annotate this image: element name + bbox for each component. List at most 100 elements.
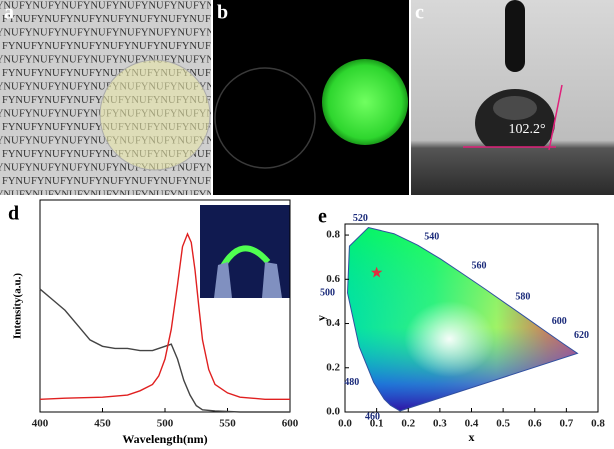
pattern-word: FYNU [31, 149, 60, 160]
pattern-word: FYNU [118, 41, 147, 52]
wavelength-label: 540 [424, 232, 439, 243]
pattern-word: FYNU [135, 27, 164, 38]
pattern-word: FYNU [60, 176, 89, 187]
pattern-word: FYNU [89, 41, 118, 52]
pattern-word: FYNU [89, 68, 118, 79]
pattern-word: FYNU [60, 149, 89, 160]
pattern-word: FYNU [0, 81, 19, 92]
finger [262, 262, 282, 298]
pattern-word: FYNU [135, 0, 164, 11]
pattern-word: FYNU [193, 162, 222, 173]
pattern-word: FYNU [48, 162, 77, 173]
pattern-word: FYNU [31, 68, 60, 79]
pattern-word: FYNU [19, 0, 48, 11]
pattern-word: FYNU [147, 176, 176, 187]
pattern-word: FYNU [89, 176, 118, 187]
y-tick-label: 0.2 [326, 361, 340, 373]
pattern-word: FYNU [205, 68, 234, 79]
color-point [370, 266, 383, 278]
white-point [404, 301, 495, 378]
pattern-word: FYNU [60, 14, 89, 25]
x-tick-label: 0.7 [560, 418, 574, 430]
pattern-word: FYNU [135, 189, 164, 200]
x-tick-label: 0.5 [496, 418, 510, 430]
pattern-word: FYNU [48, 81, 77, 92]
pattern-word: FYNU [193, 27, 222, 38]
x-tick-label: 0.6 [528, 418, 542, 430]
pattern-word: FYNU [205, 149, 234, 160]
pattern-word: FYNU [48, 108, 77, 119]
x-tick-label: 0.0 [338, 418, 352, 430]
x-tick-label: 550 [219, 418, 236, 430]
wavelength-label: 500 [320, 287, 335, 298]
finger [214, 262, 232, 298]
pattern-word: FYNU [0, 0, 19, 11]
y-tick-label: 0.6 [326, 273, 340, 285]
pattern-word: FYNU [48, 189, 77, 200]
pattern-word: FYNU [2, 68, 31, 79]
pattern-word: FYNU [77, 27, 106, 38]
angle-label: 102.2° [508, 122, 545, 137]
y-axis-label: y [314, 315, 328, 321]
pattern-word: FYNU [31, 41, 60, 52]
droplet-highlight [493, 96, 537, 120]
pattern-word: FYNU [48, 27, 77, 38]
pattern-word: FYNU [31, 176, 60, 187]
wavelength-label: 560 [471, 260, 486, 271]
pattern-word: FYNU [164, 27, 193, 38]
pattern-word: FYNU [48, 135, 77, 146]
x-tick-label: 0.1 [370, 418, 384, 430]
charts: 400 450 500 550 600 Wavelength(nm) Intensity(a… [8, 199, 605, 446]
x-tick-label: 0.3 [433, 418, 447, 430]
pattern-word: FYNU [106, 162, 135, 173]
x-tick-label: 600 [282, 418, 299, 430]
pattern-word: FYNU [89, 149, 118, 160]
pattern-word: FYNU [164, 189, 193, 200]
pattern-word: FYNU [77, 54, 106, 65]
pattern-word: FYNU [48, 54, 77, 65]
film-glow [322, 59, 408, 145]
pattern-word: FYNU [77, 108, 106, 119]
pattern-word: FYNU [19, 108, 48, 119]
pattern-word: FYNU [2, 95, 31, 106]
wavelength-label: 520 [353, 213, 368, 224]
pattern-word: FYNU [147, 41, 176, 52]
pattern-word: FYNU [0, 189, 19, 200]
pattern-word: FYNU [77, 81, 106, 92]
series-line [39, 232, 290, 400]
tangent [548, 84, 563, 151]
pattern-word: FYNU [164, 162, 193, 173]
pattern-word: FYNU [48, 0, 77, 11]
x-tick-label: 0.8 [591, 418, 605, 430]
pattern-word: FYNU [176, 41, 205, 52]
y-tick-label: 0.8 [326, 229, 340, 241]
pattern-word: FYNU [0, 27, 19, 38]
wavelength-label: 460 [365, 412, 380, 423]
pattern-word: FYNU [31, 122, 60, 133]
pattern-word: FYNU [19, 54, 48, 65]
photo-a: FYNU FYNU FYNU FYNU FYNU FYNU FYNU FYNU FYNU FYNU… [0, 0, 234, 200]
pattern-word: FYNU [77, 0, 106, 11]
y-tick-label: 0.4 [326, 317, 340, 329]
film-outline [214, 67, 316, 169]
y-tick-label: 0.0 [326, 406, 340, 418]
pattern-word: FYNU [60, 95, 89, 106]
pattern-word: FYNU [106, 189, 135, 200]
y-axis-label: Intensity(a.u.) [12, 273, 24, 339]
pattern-word: FYNU [2, 176, 31, 187]
x-tick-label: 450 [94, 418, 111, 430]
wavelength-label: 600 [552, 316, 567, 327]
wavelength-label: 480 [344, 377, 359, 388]
pattern-word: FYNU [205, 14, 234, 25]
pattern-word: FYNU [19, 162, 48, 173]
pattern-word: FYNU [77, 135, 106, 146]
pattern-word: FYNU [176, 14, 205, 25]
x-tick-label: 500 [157, 418, 174, 430]
pattern-word: FYNU [0, 162, 19, 173]
pattern-word: FYNU [31, 95, 60, 106]
pattern-word: FYNU [118, 176, 147, 187]
pattern-word: FYNU [60, 68, 89, 79]
pattern-word: FYNU [164, 54, 193, 65]
pattern-word: FYNU [19, 189, 48, 200]
